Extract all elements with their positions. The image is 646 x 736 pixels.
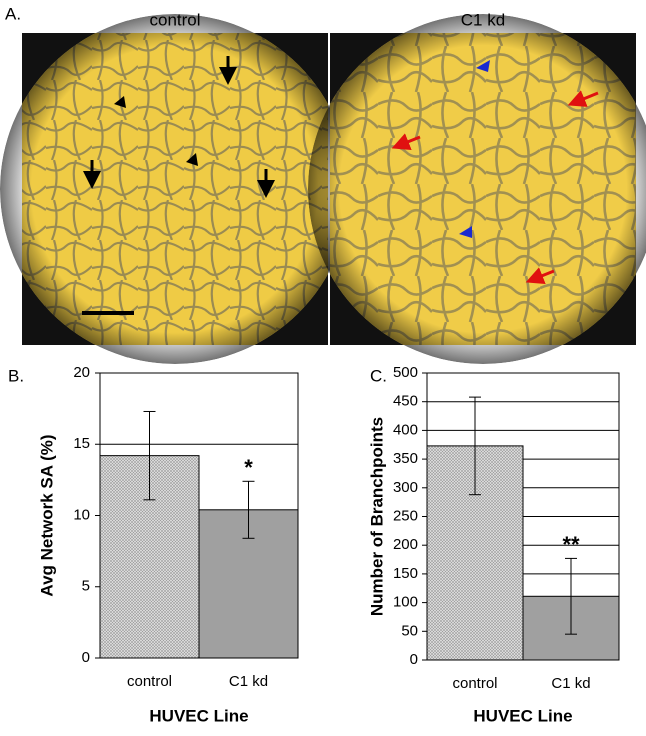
- panel-label: A.: [5, 4, 21, 23]
- y-tick-label: 450: [393, 393, 418, 410]
- x-axis-label: HUVEC Line: [149, 706, 248, 725]
- y-tick-label: 10: [73, 506, 90, 523]
- panel-label: C.: [370, 366, 387, 385]
- x-tick-label: control: [127, 673, 172, 690]
- image-title: C1 kd: [461, 10, 505, 29]
- y-tick-label: 200: [393, 536, 418, 553]
- y-axis-label: Number of Branchpoints: [367, 417, 386, 616]
- significance-label: **: [562, 532, 580, 557]
- y-tick-label: 20: [73, 364, 90, 381]
- x-axis-label: HUVEC Line: [473, 706, 572, 725]
- y-tick-label: 15: [73, 435, 90, 452]
- plot-frame: [426, 372, 620, 661]
- y-tick-label: 500: [393, 364, 418, 381]
- y-tick-label: 5: [82, 578, 90, 595]
- significance-label: *: [244, 455, 253, 480]
- y-tick-label: 100: [393, 594, 418, 611]
- x-tick-label: C1 kd: [229, 673, 268, 690]
- y-tick-label: 400: [393, 421, 418, 438]
- x-tick-label: control: [452, 675, 497, 692]
- y-tick-label: 300: [393, 479, 418, 496]
- micrograph-control: [0, 14, 350, 364]
- y-tick-label: 350: [393, 450, 418, 467]
- panel-label: B.: [8, 366, 24, 385]
- y-tick-label: 0: [410, 651, 418, 668]
- image-title: control: [149, 10, 200, 29]
- x-tick-label: C1 kd: [551, 675, 590, 692]
- micrograph-c1kd: [308, 14, 646, 364]
- y-tick-label: 0: [82, 649, 90, 666]
- y-axis-label: Avg Network SA (%): [37, 434, 56, 596]
- y-tick-label: 50: [401, 622, 418, 639]
- plot-frame: [99, 372, 299, 659]
- y-tick-label: 250: [393, 507, 418, 524]
- y-tick-label: 150: [393, 565, 418, 582]
